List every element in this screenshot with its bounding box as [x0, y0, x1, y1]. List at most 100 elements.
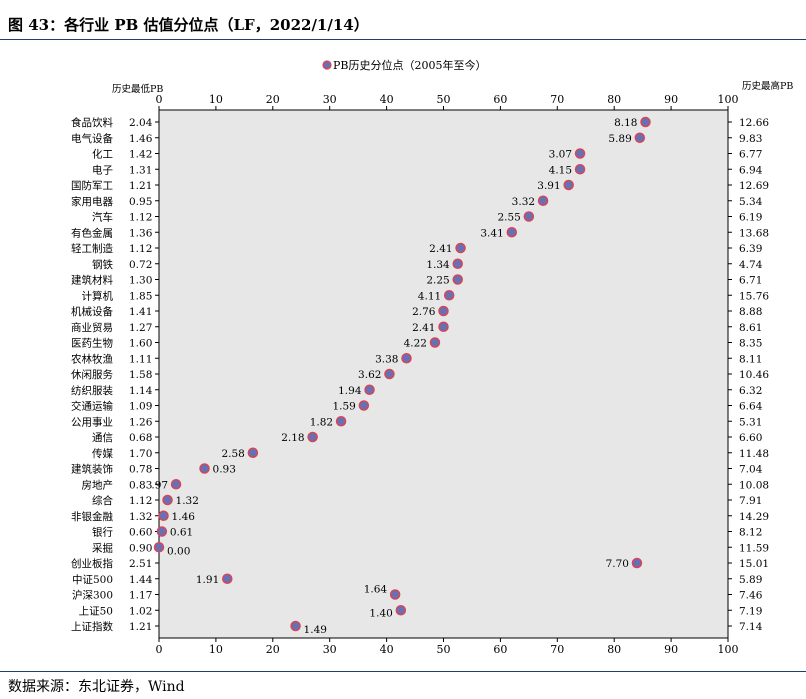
industry-label: 传媒 — [92, 447, 113, 460]
max-pb-value: 8.88 — [739, 306, 762, 318]
percentile-point — [574, 164, 586, 175]
industry-label: 化工 — [92, 148, 113, 161]
current-pb-label: 3.91 — [537, 180, 560, 192]
x-tick-label-bottom: 40 — [380, 643, 394, 656]
x-tick-label-top: 0 — [156, 93, 163, 106]
data-row: 轻工制造 1.12 6.39 2.41 — [71, 242, 762, 255]
current-pb-label: 8.18 — [614, 117, 637, 129]
max-pb-value: 6.19 — [739, 212, 762, 224]
industry-label: 上证50 — [79, 605, 113, 617]
percentile-point — [438, 305, 449, 317]
x-tick-label-top: 10 — [209, 93, 223, 106]
max-pb-value: 9.83 — [739, 133, 762, 145]
industry-label: 休闲服务 — [71, 368, 113, 381]
max-pb-value: 6.71 — [739, 275, 762, 287]
data-row: 采掘 0.90 11.59 0.00 — [92, 541, 769, 557]
percentile-point — [429, 337, 441, 348]
industry-label: 医药生物 — [71, 337, 113, 350]
min-pb-value: 1.70 — [129, 448, 152, 460]
legend-marker — [322, 60, 332, 70]
percentile-point — [358, 400, 370, 411]
max-pb-value: 15.01 — [739, 558, 769, 570]
legend-label: PB历史分位点（2005年至今） — [333, 58, 486, 72]
x-tick-label-top: 100 — [718, 93, 739, 106]
data-row: 汽车 1.12 6.19 2.55 — [92, 211, 762, 224]
x-tick-label-top: 40 — [380, 93, 394, 106]
percentile-point — [307, 431, 318, 443]
min-pb-value: 1.30 — [129, 275, 152, 287]
industry-label: 采掘 — [92, 541, 113, 554]
current-pb-label: 3.07 — [549, 149, 572, 161]
data-row: 中证500 1.44 5.89 1.91 — [72, 573, 762, 586]
industry-label: 电子 — [92, 163, 113, 176]
percentile-point — [401, 352, 412, 364]
current-pb-label: 1.40 — [369, 607, 392, 619]
min-pb-value: 1.32 — [129, 511, 152, 523]
percentile-point — [389, 589, 401, 600]
x-tick-label-bottom: 50 — [437, 643, 451, 656]
max-pb-value: 13.68 — [739, 227, 769, 239]
current-pb-label: 1.94 — [338, 385, 362, 397]
current-pb-label: 0.61 — [170, 527, 193, 539]
percentile-point — [384, 368, 395, 380]
percentile-point — [574, 148, 586, 159]
current-pb-label: 3.38 — [375, 353, 398, 365]
industry-label: 纺织服装 — [71, 384, 113, 397]
industry-label: 建筑装饰 — [71, 463, 113, 476]
max-pb-value: 8.11 — [739, 353, 762, 365]
data-row: 创业板指 2.51 15.01 7.70 — [71, 557, 769, 570]
current-pb-label: 2.55 — [497, 212, 520, 224]
current-pb-label: 4.22 — [404, 338, 427, 350]
industry-label: 通信 — [92, 432, 113, 444]
industry-label: 房地产 — [82, 478, 114, 491]
data-row: 化工 1.42 6.77 3.07 — [92, 148, 762, 161]
title-rule — [0, 39, 806, 40]
current-pb-label: 2.58 — [221, 448, 244, 460]
min-pb-value: 1.12 — [129, 212, 152, 224]
data-row: 食品饮料 2.04 12.66 8.18 — [71, 116, 769, 129]
percentile-point — [452, 274, 463, 285]
current-pb-label: 2.41 — [412, 322, 435, 334]
min-pb-value: 1.58 — [129, 369, 152, 381]
industry-label: 机械设备 — [71, 305, 113, 318]
percentile-point — [156, 526, 168, 537]
percentile-point — [199, 463, 210, 474]
min-pb-value: 1.31 — [129, 164, 152, 176]
max-pb-value: 12.66 — [739, 117, 769, 129]
current-pb-label: 1.34 — [426, 259, 450, 271]
data-row: 商业贸易 1.27 8.61 2.41 — [71, 321, 762, 334]
min-pb-value: 0.68 — [129, 432, 152, 444]
source-note: 数据来源：东北证券，Wind — [8, 679, 185, 695]
data-row: 上证50 1.02 7.19 1.40 — [79, 605, 762, 619]
x-tick-label-top: 60 — [493, 93, 507, 106]
percentile-point — [563, 179, 574, 191]
data-row: 公用事业 1.26 5.31 1.82 — [71, 415, 762, 428]
min-pb-value: 2.51 — [129, 558, 152, 570]
current-pb-label: 2.18 — [281, 432, 304, 444]
percentile-point — [158, 510, 169, 521]
percentile-point — [506, 226, 518, 238]
data-row: 电子 1.31 6.94 4.15 — [92, 163, 763, 176]
data-row: 家用电器 0.95 5.34 3.32 — [71, 195, 763, 208]
x-tick-label-bottom: 60 — [493, 643, 507, 656]
percentile-point — [222, 573, 233, 585]
max-pb-value: 8.35 — [739, 338, 762, 350]
min-pb-value: 1.41 — [129, 306, 152, 318]
industry-label: 商业贸易 — [71, 321, 113, 334]
x-tick-label-bottom: 80 — [607, 643, 621, 656]
min-pb-value: 1.12 — [129, 495, 152, 507]
max-pb-value: 7.19 — [739, 605, 762, 617]
industry-label: 沪深300 — [72, 589, 113, 602]
industry-label: 上证指数 — [71, 620, 113, 633]
current-pb-label: 7.70 — [606, 558, 629, 570]
data-rows: 食品饮料 2.04 12.66 8.18 电气设备 1.46 9.83 5.89 化工 1.42 6… — [71, 116, 769, 636]
industry-label: 钢铁 — [92, 258, 113, 271]
data-row: 钢铁 0.72 4.74 1.34 — [92, 258, 763, 271]
data-row: 有色金属 1.36 13.68 3.41 — [71, 226, 769, 239]
industry-label: 交通运输 — [71, 400, 113, 413]
data-row: 非银金融 1.32 14.29 1.46 — [71, 510, 769, 523]
min-pb-value: 2.04 — [129, 117, 153, 129]
min-pb-value: 1.17 — [129, 590, 152, 602]
industry-label: 食品饮料 — [71, 116, 113, 129]
percentile-point — [523, 211, 535, 222]
